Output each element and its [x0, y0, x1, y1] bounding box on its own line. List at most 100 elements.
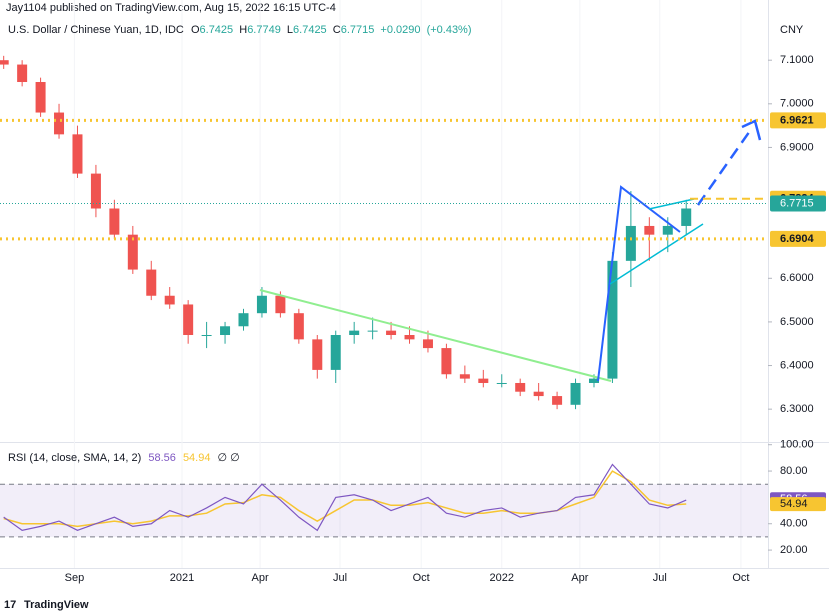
candle-body	[662, 225, 673, 235]
ohlc-value: 6.7425	[293, 24, 327, 36]
candle-body	[404, 335, 415, 340]
candle-body	[146, 269, 157, 296]
change: +0.0290	[380, 24, 420, 36]
candle-body	[552, 396, 563, 405]
rsi-y-tick-label: 20.00	[780, 544, 808, 556]
rsi-title: RSI (14, close, SMA, 14, 2)	[8, 452, 141, 464]
candle-body	[90, 173, 101, 209]
x-tick-label: Sep	[65, 572, 85, 584]
logo-mark: 17	[4, 599, 16, 611]
price-series	[0, 0, 742, 568]
candle-body	[293, 313, 304, 340]
candle-body	[312, 339, 323, 370]
candle-body	[478, 378, 489, 383]
candle-body	[183, 304, 194, 336]
candle-body	[127, 234, 138, 270]
candle-body	[54, 112, 65, 135]
x-tick-label: Apr	[571, 572, 588, 584]
candle-body	[0, 60, 9, 65]
x-tick-label: Jul	[333, 572, 347, 584]
y-tick-label: 6.4000	[780, 359, 814, 371]
rsi-value-label: 54.94	[780, 498, 808, 510]
rsi-value-box	[770, 497, 826, 512]
rsi-value: 58.56	[148, 452, 176, 464]
rsi-line	[3, 463, 687, 532]
ohlc-letter: H	[239, 24, 247, 36]
current-price-label: 6.7715	[780, 197, 814, 209]
rsi-y-tick-label: 80.00	[780, 465, 808, 477]
ohlc-value: 6.7425	[200, 24, 234, 36]
level-label-box	[770, 112, 826, 129]
ohlc-letter: O	[191, 24, 200, 36]
ohlc-letter: L	[287, 24, 293, 36]
candle-body	[607, 260, 618, 379]
candle-body	[349, 330, 360, 336]
pennant-line	[648, 198, 695, 210]
arrow-head	[741, 119, 762, 141]
candle-body	[367, 330, 378, 332]
y-tick-label: 6.9000	[780, 141, 814, 153]
ohlc-value: 6.7749	[247, 24, 281, 36]
candle-body	[330, 335, 341, 370]
symbol: U.S. Dollar / Chinese Yuan, 1D, IDC	[8, 24, 184, 36]
trendline	[259, 289, 612, 382]
candle-body	[164, 295, 175, 305]
x-tick-label: Apr	[252, 572, 269, 584]
candle-body	[441, 348, 452, 375]
candle-body	[496, 382, 507, 384]
rsi-y-tick-label: 40.00	[780, 518, 808, 530]
y-tick-label: 7.0000	[780, 98, 814, 110]
candle-body	[681, 208, 692, 226]
candle-body	[386, 330, 397, 336]
x-tick-label: Oct	[413, 572, 430, 584]
y-tick-label: 6.6000	[780, 272, 814, 284]
candle-body	[201, 335, 212, 337]
x-tick-label: 2022	[490, 572, 514, 584]
candle-body	[570, 382, 581, 405]
level-label-box	[770, 230, 826, 247]
current-price-box	[770, 195, 826, 212]
y-tick-label: 7.1000	[780, 54, 814, 66]
candle-body	[644, 225, 655, 235]
candle-body	[422, 339, 433, 349]
level-label: 6.9621	[780, 114, 814, 126]
candle-body	[515, 382, 526, 392]
rsi-y-tick-label: 100.00	[780, 439, 814, 451]
rsi-sma-line	[3, 470, 687, 528]
candle-body	[275, 295, 286, 314]
ohlc-value: 6.7715	[341, 24, 375, 36]
candle-body	[238, 313, 249, 327]
y-tick-label: 6.3000	[780, 403, 814, 415]
publisher: Jay1104 published on TradingView.com, Au…	[6, 2, 336, 14]
level-label: 6.6904	[780, 233, 815, 245]
rsi-sma-value: 54.94	[183, 452, 211, 464]
x-tick-label: 2021	[170, 572, 194, 584]
candle-body	[17, 64, 28, 83]
ohlc-legend: U.S. Dollar / Chinese Yuan, 1D, IDC O6.7…	[8, 24, 472, 36]
candle-body	[459, 374, 470, 379]
pennant-line	[609, 223, 704, 285]
candle-body	[256, 295, 267, 314]
x-tick-label: Jul	[653, 572, 667, 584]
candle-body	[625, 225, 636, 261]
ohlc-letter: C	[333, 24, 341, 36]
change-pct: (+0.43%)	[427, 24, 472, 36]
currency: CNY	[780, 24, 804, 36]
drawings	[259, 119, 762, 382]
candle-body	[533, 391, 544, 397]
rsi-band	[0, 484, 768, 537]
candle-body	[35, 82, 46, 113]
candle-body	[109, 208, 120, 235]
candle-body	[220, 326, 231, 336]
rsi-extra: ∅ ∅	[218, 452, 240, 464]
footer-logo: TradingView	[24, 599, 89, 611]
candle-body	[588, 378, 599, 383]
candle-body	[72, 134, 83, 174]
projection-arrow	[696, 127, 754, 206]
rsi-legend: RSI (14, close, SMA, 14, 2) 58.56 54.94 …	[8, 452, 240, 464]
x-tick-label: Oct	[732, 572, 749, 584]
y-tick-label: 6.5000	[780, 316, 814, 328]
flagpole	[597, 185, 681, 382]
